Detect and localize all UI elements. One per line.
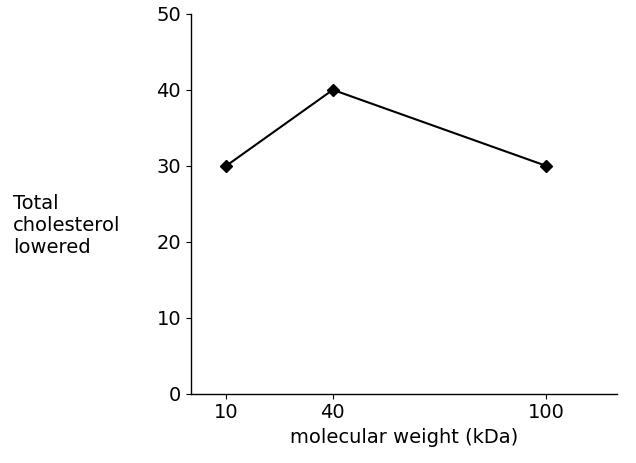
- Text: Total
cholesterol
lowered: Total cholesterol lowered: [13, 194, 120, 257]
- X-axis label: molecular weight (kDa): molecular weight (kDa): [290, 428, 518, 447]
